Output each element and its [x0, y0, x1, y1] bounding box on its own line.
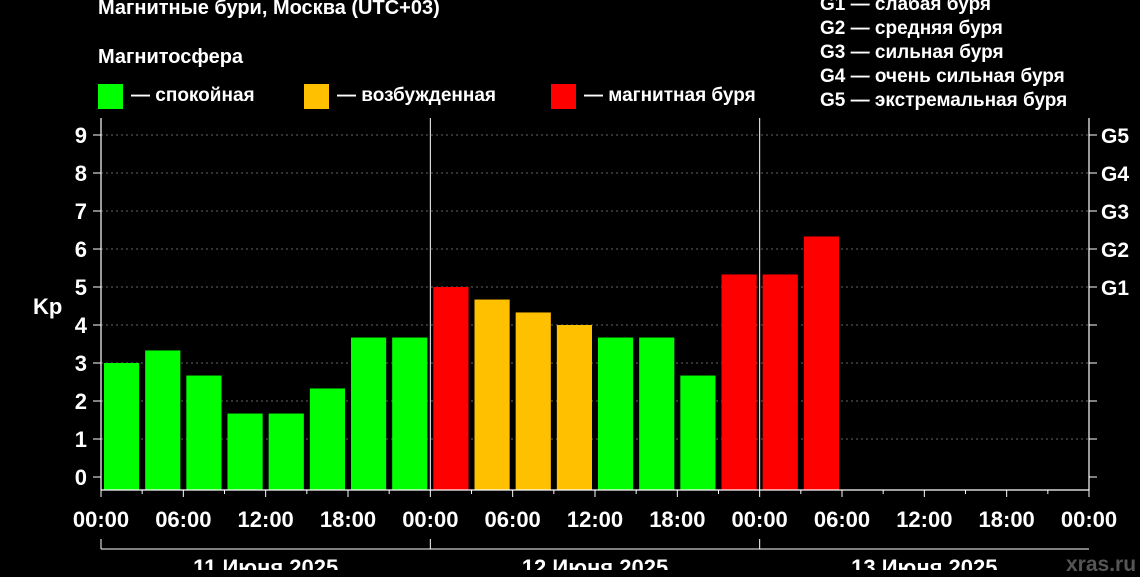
- kp-bar: [186, 375, 222, 490]
- legend-label-quiet: — спокойная: [131, 85, 255, 106]
- y-tick-label: 8: [75, 161, 87, 186]
- kp-bar: [227, 413, 263, 490]
- day-label: 12 Июня 2025: [522, 555, 668, 570]
- storm-scale-g1: G1 — слабая буря: [820, 0, 992, 15]
- kp-bar: [803, 236, 839, 490]
- x-tick-label: 00:00: [402, 507, 458, 532]
- y-tick-label: 5: [75, 275, 87, 300]
- legend-label-storm: — магнитная буря: [584, 85, 756, 106]
- kp-bar: [762, 274, 798, 490]
- kp-bar: [721, 274, 757, 490]
- y-tick-label: 6: [75, 237, 87, 262]
- x-tick-label: 00:00: [1061, 507, 1117, 532]
- x-tick-label: 06:00: [485, 507, 541, 532]
- storm-scale-g4: G4 — очень сильная буря: [820, 66, 1065, 87]
- y-tick-label: 1: [75, 427, 87, 452]
- y-tick-label: 0: [75, 465, 87, 490]
- x-tick-label: 12:00: [238, 507, 294, 532]
- g-scale-label: G3: [1101, 201, 1129, 224]
- kp-bar: [433, 287, 469, 490]
- kp-bar: [309, 388, 345, 490]
- g-scale-label: G1: [1101, 277, 1129, 300]
- kp-bar: [268, 413, 304, 490]
- kp-bar: [556, 325, 592, 490]
- y-axis-label: Kp: [33, 294, 63, 319]
- g-scale-label: G4: [1101, 163, 1129, 186]
- legend-swatch-excited: [304, 83, 329, 109]
- kp-bar: [598, 337, 634, 490]
- storm-scale-g2: G2 — средняя буря: [820, 18, 1003, 39]
- watermark: xras.ru: [1066, 553, 1137, 576]
- x-tick-label: 12:00: [567, 507, 623, 532]
- chart-title: Магнитные бури, Москва (UTC+03): [98, 0, 440, 19]
- legend-swatch-storm: [551, 83, 576, 109]
- y-tick-label: 9: [75, 123, 87, 148]
- x-tick-label: 12:00: [896, 507, 952, 532]
- y-tick-label: 2: [75, 389, 87, 414]
- x-tick-label: 18:00: [979, 507, 1035, 532]
- storm-scale-g3: G3 — сильная буря: [820, 42, 1004, 63]
- legend-item-storm: — магнитная буря: [551, 83, 756, 109]
- kp-bar: [639, 337, 675, 490]
- kp-bar: [392, 337, 428, 490]
- chart-subtitle: Магнитосфера: [98, 46, 244, 68]
- legend-label-excited: — возбужденная: [337, 85, 497, 106]
- day-label: 11 Июня 2025: [193, 555, 338, 570]
- day-label: 13 Июня 2025: [851, 555, 997, 570]
- y-tick-label: 7: [75, 199, 87, 224]
- kp-bar: [515, 312, 551, 490]
- g-scale-label: G2: [1101, 239, 1129, 262]
- y-tick-label: 4: [75, 313, 88, 338]
- x-tick-label: 00:00: [732, 507, 788, 532]
- kp-bar: [474, 299, 510, 490]
- storm-scale-g5: G5 — экстремальная буря: [820, 90, 1068, 111]
- legend-item-excited: — возбужденная: [304, 83, 497, 109]
- x-tick-label: 18:00: [649, 507, 705, 532]
- x-tick-label: 06:00: [155, 507, 211, 532]
- storm-scale-legend: G1 — слабая буря G2 — средняя буря G3 — …: [820, 0, 1067, 113]
- legend-item-quiet: — спокойная: [98, 83, 255, 109]
- x-tick-label: 00:00: [73, 507, 129, 532]
- y-tick-label: 3: [75, 351, 87, 376]
- kp-bar: [145, 350, 181, 490]
- legend-swatch-quiet: [98, 83, 123, 109]
- g-scale-label: G5: [1101, 125, 1129, 148]
- kp-bar: [104, 363, 140, 490]
- kp-bar: [351, 337, 387, 490]
- kp-bar: [680, 375, 716, 490]
- x-tick-label: 06:00: [814, 507, 870, 532]
- x-tick-label: 18:00: [320, 507, 376, 532]
